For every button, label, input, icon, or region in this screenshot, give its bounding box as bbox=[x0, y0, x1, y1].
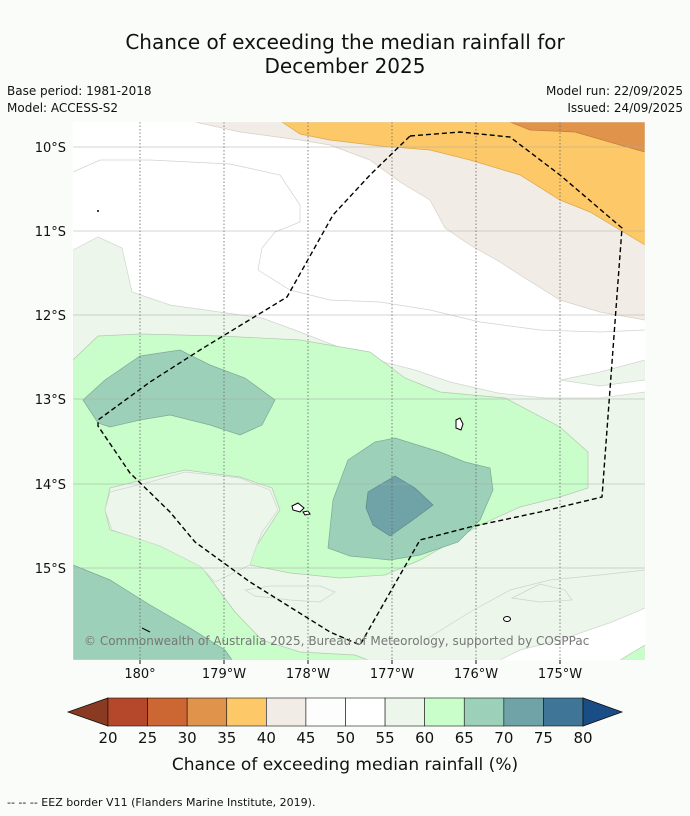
colorbar-tick-label: 55 bbox=[376, 729, 395, 747]
colorbar-tick-label: 75 bbox=[534, 729, 553, 747]
contour-70-75-center bbox=[365, 475, 434, 537]
contour-line-50-d bbox=[424, 569, 645, 641]
island-wallis bbox=[455, 417, 464, 431]
colorbar-swatch bbox=[107, 697, 148, 727]
base-period: Base period: 1981-2018 bbox=[7, 84, 152, 98]
lat-label: 14°S bbox=[35, 478, 66, 493]
lat-labels: 10°S 11°S 12°S 13°S 14°S 15°S bbox=[35, 141, 66, 577]
colorbar-tick-label: 25 bbox=[138, 729, 157, 747]
contour-line-50-a bbox=[73, 159, 645, 333]
lon-gridlines bbox=[139, 122, 561, 660]
axis-ticks bbox=[139, 660, 561, 664]
title-line-1: Chance of exceeding the median rainfall … bbox=[125, 30, 565, 54]
colorbar-tick-label: 80 bbox=[573, 729, 592, 747]
colorbar-extend-high bbox=[582, 697, 624, 727]
colorbar-swatch bbox=[424, 697, 465, 727]
colorbar-tick-label: 65 bbox=[455, 729, 474, 747]
island-north-dot bbox=[97, 210, 99, 212]
lon-labels: 180° 179°W 178°W 177°W 176°W 175°W bbox=[124, 667, 582, 682]
colorbar-swatch bbox=[147, 697, 188, 727]
lon-label: 179°W bbox=[202, 667, 246, 682]
contour-line-50-c bbox=[510, 583, 573, 603]
island-south bbox=[503, 616, 511, 622]
colorbar-label: Chance of exceeding median rainfall (%) bbox=[172, 755, 518, 775]
map-area: © Commonwealth of Australia 2025, Bureau… bbox=[73, 122, 645, 660]
lon-label: 178°W bbox=[286, 667, 330, 682]
colorbar-tick-label: 70 bbox=[494, 729, 513, 747]
contour-55-60-east bbox=[559, 359, 645, 387]
colorbar-swatch bbox=[186, 697, 228, 727]
lon-label: 177°W bbox=[370, 667, 414, 682]
eez-border bbox=[97, 131, 623, 646]
eez-footnote: -- -- -- EEZ border V11 (Flanders Marine… bbox=[7, 796, 316, 809]
contour-30-35-north bbox=[509, 122, 645, 153]
issued-date: Issued: 24/09/2025 bbox=[567, 101, 683, 115]
contour-65-70-west bbox=[82, 349, 276, 436]
colorbar-swatch bbox=[384, 697, 425, 727]
colorbar: 20 25 30 35 40 45 50 55 60 65 70 75 80 bbox=[66, 697, 624, 747]
lat-label: 11°S bbox=[35, 225, 66, 240]
contour-60-65-se bbox=[619, 644, 645, 660]
meta-left: Base period: 1981-2018 Model: ACCESS-S2 bbox=[7, 83, 152, 117]
colorbar-tick-label: 30 bbox=[178, 729, 197, 747]
contour-35-40-north bbox=[281, 122, 645, 246]
colorbar-tick-label: 45 bbox=[296, 729, 315, 747]
model-name: Model: ACCESS-S2 bbox=[7, 101, 119, 115]
colorbar-swatch bbox=[463, 697, 505, 727]
island-futuna bbox=[291, 502, 305, 513]
contour-line-50-b bbox=[243, 585, 336, 603]
colorbar-swatch bbox=[266, 697, 307, 727]
lon-label: 180° bbox=[124, 667, 155, 682]
colorbar-swatch bbox=[503, 697, 544, 727]
lon-label: 175°W bbox=[538, 667, 582, 682]
colorbar-tick-label: 35 bbox=[217, 729, 236, 747]
contour-65-70-southwest bbox=[73, 564, 233, 660]
colorbar-swatch bbox=[226, 697, 267, 727]
meta-right: Model run: 22/09/2025 Issued: 24/09/2025 bbox=[546, 83, 683, 117]
title-line-2: December 2025 bbox=[264, 54, 426, 78]
lat-gridlines bbox=[73, 146, 645, 569]
colorbar-swatch bbox=[305, 697, 346, 727]
colorbar-tick-label: 60 bbox=[415, 729, 434, 747]
colorbar-swatch bbox=[345, 697, 386, 727]
lat-label: 12°S bbox=[35, 309, 66, 324]
lon-label: 176°W bbox=[454, 667, 498, 682]
island-alofi bbox=[302, 510, 311, 516]
map-title: Chance of exceeding the median rainfall … bbox=[0, 30, 690, 78]
colorbar-extend-low bbox=[66, 697, 109, 727]
contour-55-60-inner bbox=[104, 471, 279, 583]
colorbar-tick-label: 40 bbox=[257, 729, 276, 747]
copyright: © Commonwealth of Australia 2025, Bureau… bbox=[84, 634, 589, 648]
lat-label: 13°S bbox=[35, 393, 66, 408]
colorbar-swatch bbox=[543, 697, 584, 727]
model-run: Model run: 22/09/2025 bbox=[545, 84, 683, 98]
map-figure: © Commonwealth of Australia 2025, Bureau… bbox=[35, 121, 646, 775]
island-southwest bbox=[141, 627, 151, 633]
lat-label: 10°S bbox=[35, 141, 66, 156]
colorbar-tick-label: 20 bbox=[98, 729, 117, 747]
colorbar-tick-label: 50 bbox=[336, 729, 355, 747]
lat-label: 15°S bbox=[35, 562, 66, 577]
map-frame bbox=[72, 121, 646, 661]
